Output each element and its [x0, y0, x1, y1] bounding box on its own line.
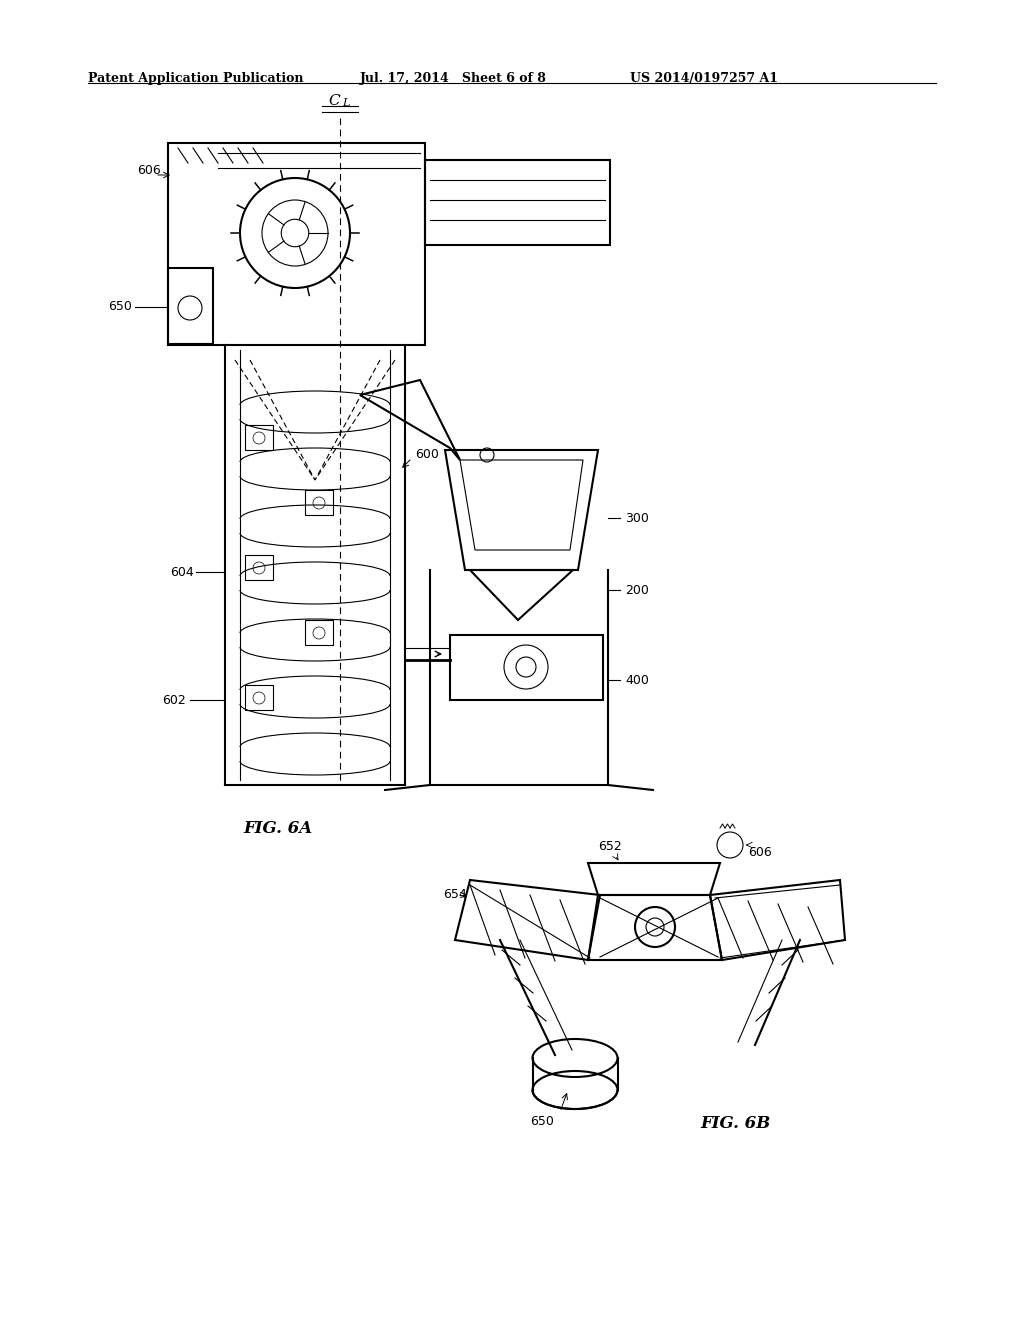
Text: 400: 400 [625, 673, 649, 686]
Text: C: C [329, 94, 340, 108]
Text: US 2014/0197257 A1: US 2014/0197257 A1 [630, 73, 778, 84]
Text: FIG. 6A: FIG. 6A [244, 820, 312, 837]
Text: 200: 200 [625, 583, 649, 597]
Text: 652: 652 [598, 840, 622, 853]
Text: FIG. 6B: FIG. 6B [700, 1115, 770, 1133]
Text: 602: 602 [162, 693, 185, 706]
Text: 650: 650 [108, 301, 132, 314]
Text: L: L [342, 98, 349, 108]
Text: 654: 654 [443, 888, 467, 902]
Text: 300: 300 [625, 511, 649, 524]
Text: Patent Application Publication: Patent Application Publication [88, 73, 303, 84]
Text: 600: 600 [415, 449, 439, 462]
Text: 650: 650 [530, 1115, 554, 1129]
Text: Jul. 17, 2014   Sheet 6 of 8: Jul. 17, 2014 Sheet 6 of 8 [360, 73, 547, 84]
Text: 604: 604 [170, 565, 194, 578]
Text: 606: 606 [748, 846, 772, 858]
Text: 606: 606 [137, 164, 161, 177]
